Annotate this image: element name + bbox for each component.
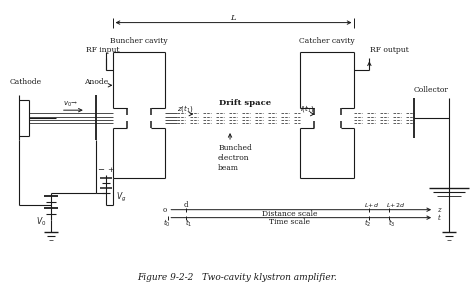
Text: L: L: [230, 14, 236, 22]
Text: Anode: Anode: [83, 78, 108, 86]
Text: +: +: [107, 166, 114, 174]
Text: $i(t_1)$: $i(t_1)$: [300, 103, 315, 114]
Text: t: t: [438, 214, 440, 222]
Text: $z(t_1)$: $z(t_1)$: [177, 103, 193, 114]
Text: Figure 9-2-2   Two-cavity klystron amplifier.: Figure 9-2-2 Two-cavity klystron amplifi…: [137, 273, 337, 282]
Text: Bunched: Bunched: [218, 144, 252, 152]
Text: electron: electron: [218, 154, 250, 162]
Text: $L\!+\!2d$: $L\!+\!2d$: [386, 201, 405, 209]
Text: Catcher cavity: Catcher cavity: [299, 36, 355, 45]
Text: $t_0$: $t_0$: [163, 218, 170, 229]
Text: $t_3$: $t_3$: [388, 218, 395, 229]
Text: $v_0$→: $v_0$→: [63, 100, 78, 109]
Text: d: d: [184, 201, 189, 209]
Text: RF input: RF input: [86, 47, 119, 54]
Text: o: o: [162, 206, 166, 214]
Text: $V_0$: $V_0$: [36, 215, 46, 228]
Text: $V_g$: $V_g$: [116, 191, 126, 204]
Text: $t_2$: $t_2$: [364, 218, 371, 229]
Text: $t_1$: $t_1$: [184, 218, 192, 229]
Text: Buncher cavity: Buncher cavity: [109, 36, 167, 45]
Text: RF output: RF output: [370, 47, 409, 54]
Text: Cathode: Cathode: [10, 78, 42, 86]
Text: $L\!+\!d$: $L\!+\!d$: [364, 201, 379, 209]
Text: z: z: [437, 206, 441, 214]
Text: Collector: Collector: [414, 86, 448, 94]
Text: Time scale: Time scale: [269, 218, 310, 226]
Text: −: −: [97, 166, 104, 174]
Text: beam: beam: [218, 164, 239, 172]
Text: Drift space: Drift space: [219, 99, 271, 107]
Text: Distance scale: Distance scale: [262, 210, 318, 218]
